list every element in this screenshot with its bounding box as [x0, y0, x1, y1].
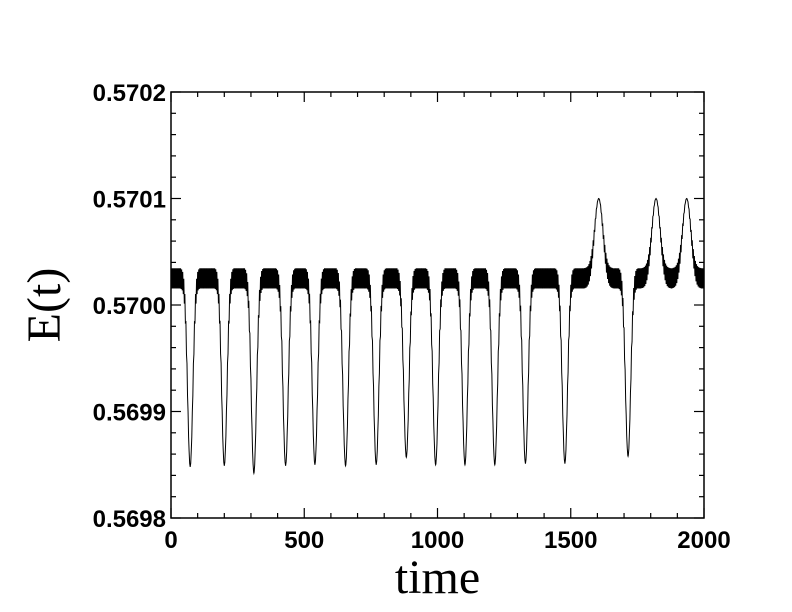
x-tick-label: 1500 — [544, 527, 597, 554]
x-tick-label: 1000 — [411, 527, 464, 554]
x-tick-label: 0 — [164, 527, 177, 554]
x-axis-ticks — [170, 92, 705, 518]
x-tick-label: 2000 — [677, 527, 730, 554]
y-axis-title: E(t) — [18, 268, 71, 343]
x-axis-tick-labels: 0 500 1000 1500 2000 — [164, 527, 730, 554]
y-axis-tick-labels: 0.5698 0.5699 0.5700 0.5701 0.5702 — [93, 80, 166, 533]
y-tick-label: 0.5701 — [93, 187, 166, 214]
plot-frame — [170, 91, 705, 519]
y-tick-label: 0.5698 — [93, 506, 166, 533]
y-axis-ticks — [171, 91, 704, 519]
y-tick-label: 0.5699 — [93, 400, 166, 427]
x-tick-label: 500 — [284, 527, 324, 554]
energy-series-line — [170, 197, 705, 476]
y-tick-label: 0.5700 — [93, 293, 166, 320]
y-tick-label: 0.5702 — [93, 80, 166, 107]
x-axis-title: time — [395, 551, 480, 604]
